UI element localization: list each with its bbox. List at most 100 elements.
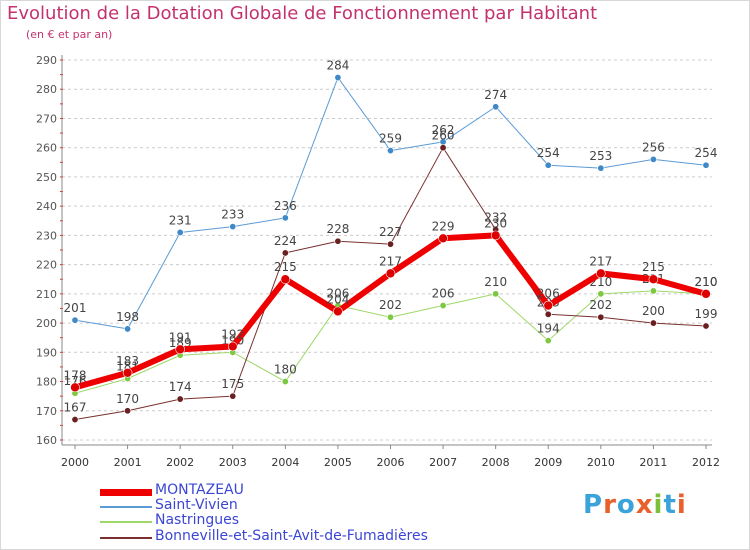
data-label: 233 — [221, 208, 244, 222]
data-point — [490, 230, 501, 241]
data-point — [227, 341, 238, 352]
data-point — [124, 325, 132, 333]
data-point — [544, 310, 552, 318]
data-point — [492, 290, 500, 298]
data-point — [281, 378, 289, 386]
legend-swatch-montazeau — [100, 489, 152, 496]
data-label: 192 — [221, 327, 244, 341]
data-point — [701, 289, 711, 299]
data-label: 229 — [432, 219, 455, 233]
logo-letter: i — [653, 490, 664, 520]
data-point — [229, 392, 237, 400]
data-label: 206 — [537, 287, 560, 301]
data-point — [597, 164, 605, 172]
x-tick-label: 2003 — [219, 456, 247, 469]
data-label: 204 — [326, 292, 349, 306]
y-tick-label: 290 — [36, 54, 57, 67]
x-tick-label: 2012 — [692, 456, 720, 469]
y-tick-label: 200 — [36, 317, 57, 330]
data-point — [386, 313, 394, 321]
y-tick-label: 260 — [36, 142, 57, 155]
data-point — [649, 319, 657, 327]
data-point — [175, 344, 185, 355]
legend-label-saint-vivien: Saint-Vivien — [155, 497, 238, 513]
data-label: 199 — [695, 307, 718, 321]
data-label: 254 — [537, 146, 560, 160]
data-label: 259 — [379, 132, 402, 146]
y-tick-label: 180 — [36, 376, 57, 389]
data-label: 180 — [274, 363, 297, 377]
data-label: 202 — [589, 298, 612, 312]
data-label: 254 — [695, 146, 718, 160]
data-label: 206 — [326, 287, 349, 301]
data-label: 236 — [274, 199, 297, 213]
logo-letter: i — [676, 490, 687, 520]
data-label: 224 — [274, 234, 297, 248]
x-tick-label: 2010 — [587, 456, 615, 469]
legend-swatch-saint-vivien — [100, 506, 152, 508]
logo-letter: r — [603, 490, 617, 520]
y-tick-label: 160 — [36, 434, 57, 447]
data-point — [439, 302, 447, 310]
x-tick-label: 2005 — [324, 456, 352, 469]
y-tick-label: 240 — [36, 200, 57, 213]
data-point — [648, 274, 659, 285]
data-point — [71, 316, 79, 324]
data-label: 253 — [589, 149, 612, 163]
line-chart: 160 170 180 190 200 210 220 230 240 250 260 270 280 2… — [36, 54, 720, 469]
data-label: 232 — [484, 211, 507, 225]
legend-swatch-bonneville — [100, 537, 152, 539]
data-point — [385, 268, 396, 279]
chart-title: Evolution de la Dotation Globale de Fonc… — [7, 3, 598, 24]
data-label: 194 — [537, 322, 560, 336]
data-point — [334, 237, 342, 245]
y-tick-label: 190 — [36, 346, 57, 359]
legend-swatch-nastringues — [100, 521, 152, 523]
logo-letter: P — [583, 490, 604, 520]
series-line — [74, 77, 707, 330]
data-point — [649, 287, 657, 295]
data-point — [544, 337, 552, 345]
data-point — [333, 306, 343, 317]
y-tick-label: 250 — [36, 171, 57, 184]
legend-label-bonneville: Bonneville-et-Saint-Avit-de-Fumadières — [155, 528, 428, 544]
data-point — [229, 223, 237, 231]
x-tick-label: 2007 — [429, 456, 457, 469]
data-label: 210 — [695, 275, 718, 289]
data-point — [543, 300, 554, 311]
data-point — [70, 382, 80, 393]
x-tick-label: 2004 — [271, 456, 299, 469]
data-label: 170 — [116, 392, 139, 406]
data-label: 210 — [484, 275, 507, 289]
data-point — [438, 233, 448, 244]
y-tick-label: 230 — [36, 229, 57, 242]
data-point — [649, 155, 657, 163]
data-point — [386, 240, 394, 248]
x-tick-label: 2002 — [166, 456, 194, 469]
data-point — [439, 144, 447, 152]
logo-letter: x — [635, 490, 654, 520]
data-point — [71, 416, 79, 424]
data-label: 228 — [326, 222, 349, 236]
legend-label-montazeau: MONTAZEAU — [155, 482, 244, 498]
data-label: 215 — [642, 260, 665, 274]
y-tick-label: 270 — [36, 112, 57, 125]
data-point — [280, 274, 291, 285]
data-label: 262 — [432, 123, 455, 137]
logo-letter: t — [663, 490, 677, 520]
x-tick-label: 2011 — [639, 456, 667, 469]
y-tick-label: 280 — [36, 83, 57, 96]
data-label: 206 — [432, 287, 455, 301]
data-point — [386, 147, 394, 155]
data-point — [122, 367, 133, 378]
proxiti-logo: Proxiti — [583, 490, 687, 520]
data-label: 217 — [379, 254, 402, 268]
data-label: 260 — [432, 129, 455, 143]
data-label: 198 — [116, 310, 139, 324]
data-label: 217 — [589, 254, 612, 268]
data-label: 183 — [116, 354, 139, 368]
x-tick-label: 2001 — [114, 456, 142, 469]
data-label: 201 — [64, 301, 87, 315]
data-point — [702, 322, 710, 330]
data-label: 227 — [379, 225, 402, 239]
